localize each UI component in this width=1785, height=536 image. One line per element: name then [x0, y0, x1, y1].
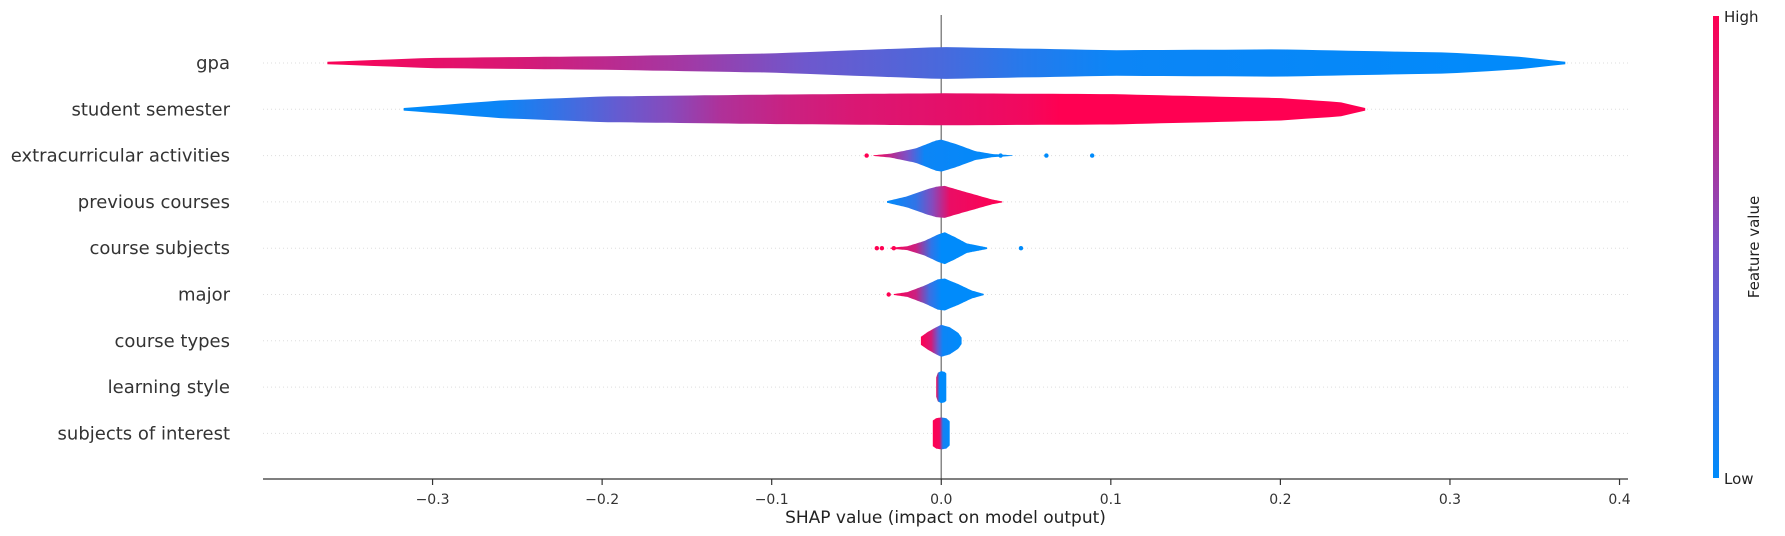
feature-label: extracurricular activities [11, 146, 230, 167]
violin-extracurricular-activities [873, 139, 1013, 172]
outlier-point [1089, 153, 1095, 158]
outlier-point [864, 153, 869, 158]
colorbar-title: Feature value [1745, 196, 1763, 298]
violin-gpa [327, 47, 1566, 79]
outlier-point [1044, 153, 1049, 158]
feature-label: gpa [196, 53, 230, 74]
x-ticks: −0.3 −0.2 −0.1 0.0 0.1 0.2 0.3 0.4 [416, 479, 1631, 508]
outlier-point [874, 246, 880, 251]
outlier-point [886, 292, 891, 297]
x-tick-label: 0.0 [930, 492, 952, 508]
x-tick-label: 0.3 [1439, 492, 1461, 508]
x-axis-title: SHAP value (impact on model output) [785, 508, 1106, 528]
colorbar: High Low Feature value [1713, 8, 1763, 488]
colorbar-low-label: Low [1724, 470, 1754, 488]
x-tick-label: −0.1 [755, 492, 789, 508]
outlier-point [879, 246, 885, 251]
outlier-point [998, 153, 1003, 158]
x-tick-label: 0.1 [1100, 492, 1122, 508]
feature-label: subjects of interest [58, 423, 230, 444]
feature-label: course types [115, 331, 230, 352]
feature-label: major [178, 285, 231, 306]
violin-previous-courses [887, 185, 1003, 218]
colorbar-gradient [1713, 16, 1719, 478]
violin-student-semester [403, 93, 1366, 126]
feature-label: course subjects [89, 238, 230, 259]
violin-learning-style [936, 371, 947, 404]
x-axis: −0.3 −0.2 −0.1 0.0 0.1 0.2 0.3 0.4 SHAP value (… [263, 478, 1631, 528]
outlier-point [891, 246, 896, 251]
feature-labels: gpa student semester extracurricular activ… [11, 53, 231, 444]
violin-major [893, 278, 984, 311]
violin-layer [327, 47, 1566, 450]
feature-label: learning style [108, 377, 230, 398]
outlier-point [1018, 246, 1024, 251]
x-tick-label: 0.4 [1608, 492, 1630, 508]
feature-label: student semester [71, 99, 230, 120]
violin-subjects-of-interest [932, 417, 950, 450]
violin-course-types [920, 324, 962, 357]
colorbar-high-label: High [1724, 8, 1758, 26]
feature-label: previous courses [78, 192, 230, 213]
violin-course-subjects [890, 232, 987, 265]
x-tick-label: 0.2 [1269, 492, 1291, 508]
x-tick-label: −0.3 [416, 492, 450, 508]
x-tick-label: −0.2 [585, 492, 619, 508]
